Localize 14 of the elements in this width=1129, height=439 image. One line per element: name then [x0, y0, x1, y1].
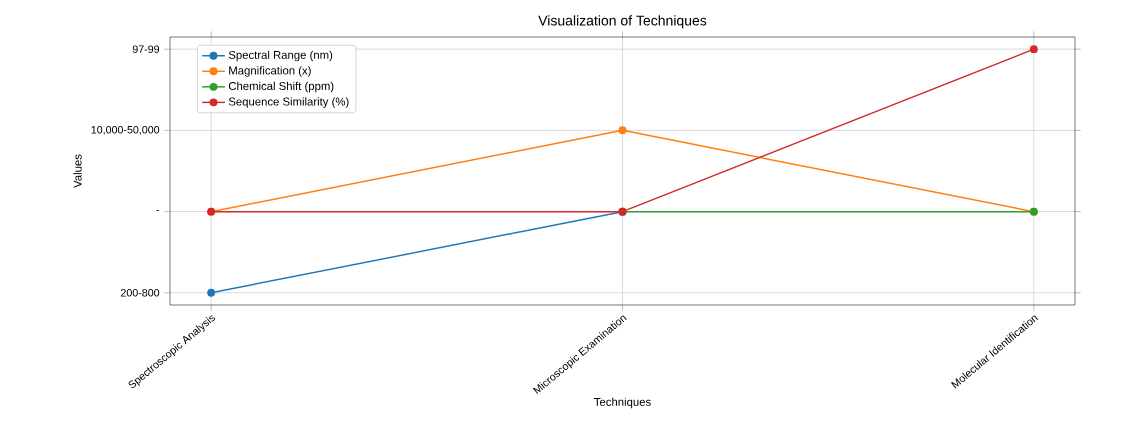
- legend-label: Chemical Shift (ppm): [228, 81, 334, 93]
- y-axis-title: Values: [73, 154, 82, 188]
- category-label: 200-800: [121, 289, 160, 297]
- category-label: 97-99: [132, 45, 160, 53]
- category-label: 10,000-50,000: [91, 125, 160, 135]
- legend-label: Sequence Similarity (%): [228, 97, 349, 108]
- point: [207, 288, 216, 297]
- chart-title: Visualization of Techniques: [538, 15, 707, 29]
- point: [618, 126, 627, 135]
- point: [1029, 45, 1038, 54]
- x-axis-title: Techniques: [594, 397, 651, 409]
- legend-label: Spectral Range (nm): [228, 50, 333, 62]
- category-label: -: [156, 209, 160, 211]
- legend-label: Magnification (x): [229, 66, 311, 77]
